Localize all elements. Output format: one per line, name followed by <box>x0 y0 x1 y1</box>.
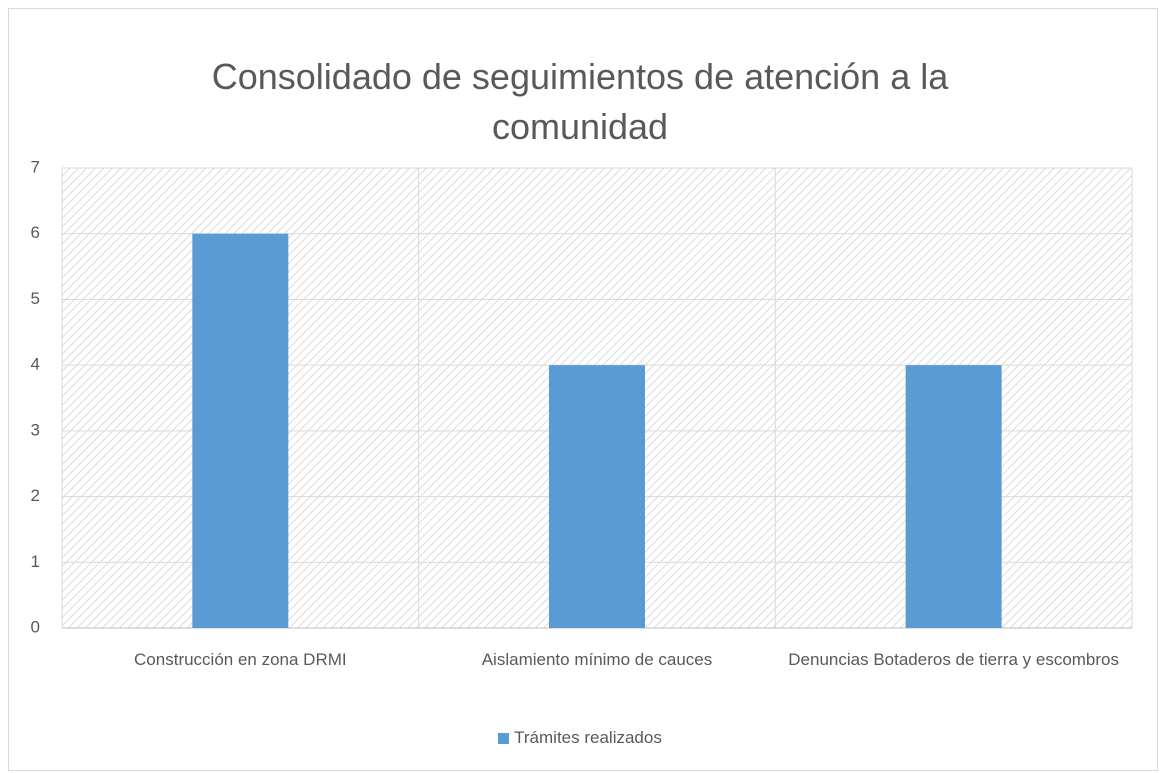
y-tick-label: 6 <box>31 223 40 242</box>
legend-label: Trámites realizados <box>514 728 662 747</box>
x-tick-label: Denuncias Botaderos de tierra y escombro… <box>788 650 1120 669</box>
bar <box>905 365 1002 628</box>
x-tick-label: Construcción en zona DRMI <box>134 650 347 669</box>
legend-swatch <box>498 733 510 744</box>
bar <box>192 233 289 628</box>
bar <box>549 365 645 628</box>
y-tick-label: 7 <box>31 157 40 176</box>
legend: Trámites realizados <box>0 728 1160 748</box>
chart-title: Consolidado de seguimientos de atención … <box>211 56 949 147</box>
x-tick-label: Aislamiento mínimo de cauces <box>481 650 713 669</box>
y-tick-label: 0 <box>31 617 40 636</box>
y-tick-label: 1 <box>31 552 40 571</box>
y-tick-label: 5 <box>31 289 40 308</box>
y-tick-label: 4 <box>31 355 40 374</box>
y-tick-label: 3 <box>31 420 40 439</box>
y-tick-label: 2 <box>31 486 40 505</box>
